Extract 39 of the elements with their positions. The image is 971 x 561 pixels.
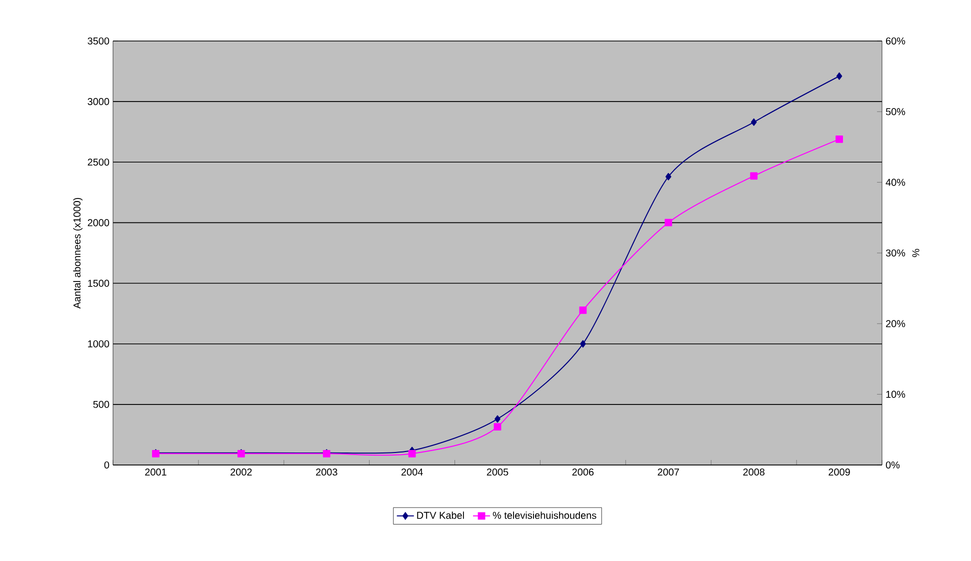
x-tick-label: 2002 — [230, 468, 252, 476]
point — [750, 118, 757, 126]
point — [579, 306, 587, 314]
y2-tick-label: 50% — [886, 108, 906, 116]
y-tick-label: 2500 — [88, 158, 110, 166]
x-tick-label: 2004 — [401, 468, 423, 476]
x-tick-label: 2007 — [658, 468, 679, 476]
y-tick-label: 3500 — [88, 37, 110, 45]
point — [408, 450, 416, 458]
x-tick-label: 2005 — [486, 468, 508, 476]
x-tick-label: 2003 — [316, 468, 338, 476]
y-axis-title: Aantal abonnees (x1000) — [73, 198, 82, 309]
y-tick-label: 3000 — [88, 98, 110, 106]
point — [494, 415, 500, 423]
y2-tick-label: 10% — [886, 390, 906, 398]
legend-label: DTV Kabel — [417, 512, 464, 519]
point — [665, 172, 672, 180]
y2-tick-label: 30% — [886, 249, 906, 257]
point — [836, 136, 843, 143]
legend-label: % televisiehuishoudens — [492, 512, 596, 519]
point — [664, 218, 672, 226]
x-tick-label: 2009 — [828, 468, 850, 476]
point — [836, 72, 842, 80]
y-tick-label: 500 — [93, 400, 110, 408]
x-tick-label: 2001 — [145, 468, 166, 476]
y-tick-label: 1500 — [88, 280, 110, 287]
y2-tick-label: 0% — [886, 461, 900, 469]
y2-tick-label: 20% — [886, 320, 906, 328]
x-tick-label: 2008 — [743, 468, 764, 476]
point — [580, 340, 586, 348]
y-tick-label: 0 — [104, 461, 110, 469]
y-tick-label: 2000 — [88, 219, 110, 226]
point — [494, 423, 502, 431]
point — [750, 172, 758, 180]
y2-tick-label: 60% — [886, 37, 906, 45]
x-tick-label: 2006 — [572, 468, 594, 476]
y-tick-label: 1000 — [88, 340, 110, 348]
y2-axis-title: % — [912, 248, 920, 258]
y2-tick-label: 40% — [886, 178, 906, 186]
